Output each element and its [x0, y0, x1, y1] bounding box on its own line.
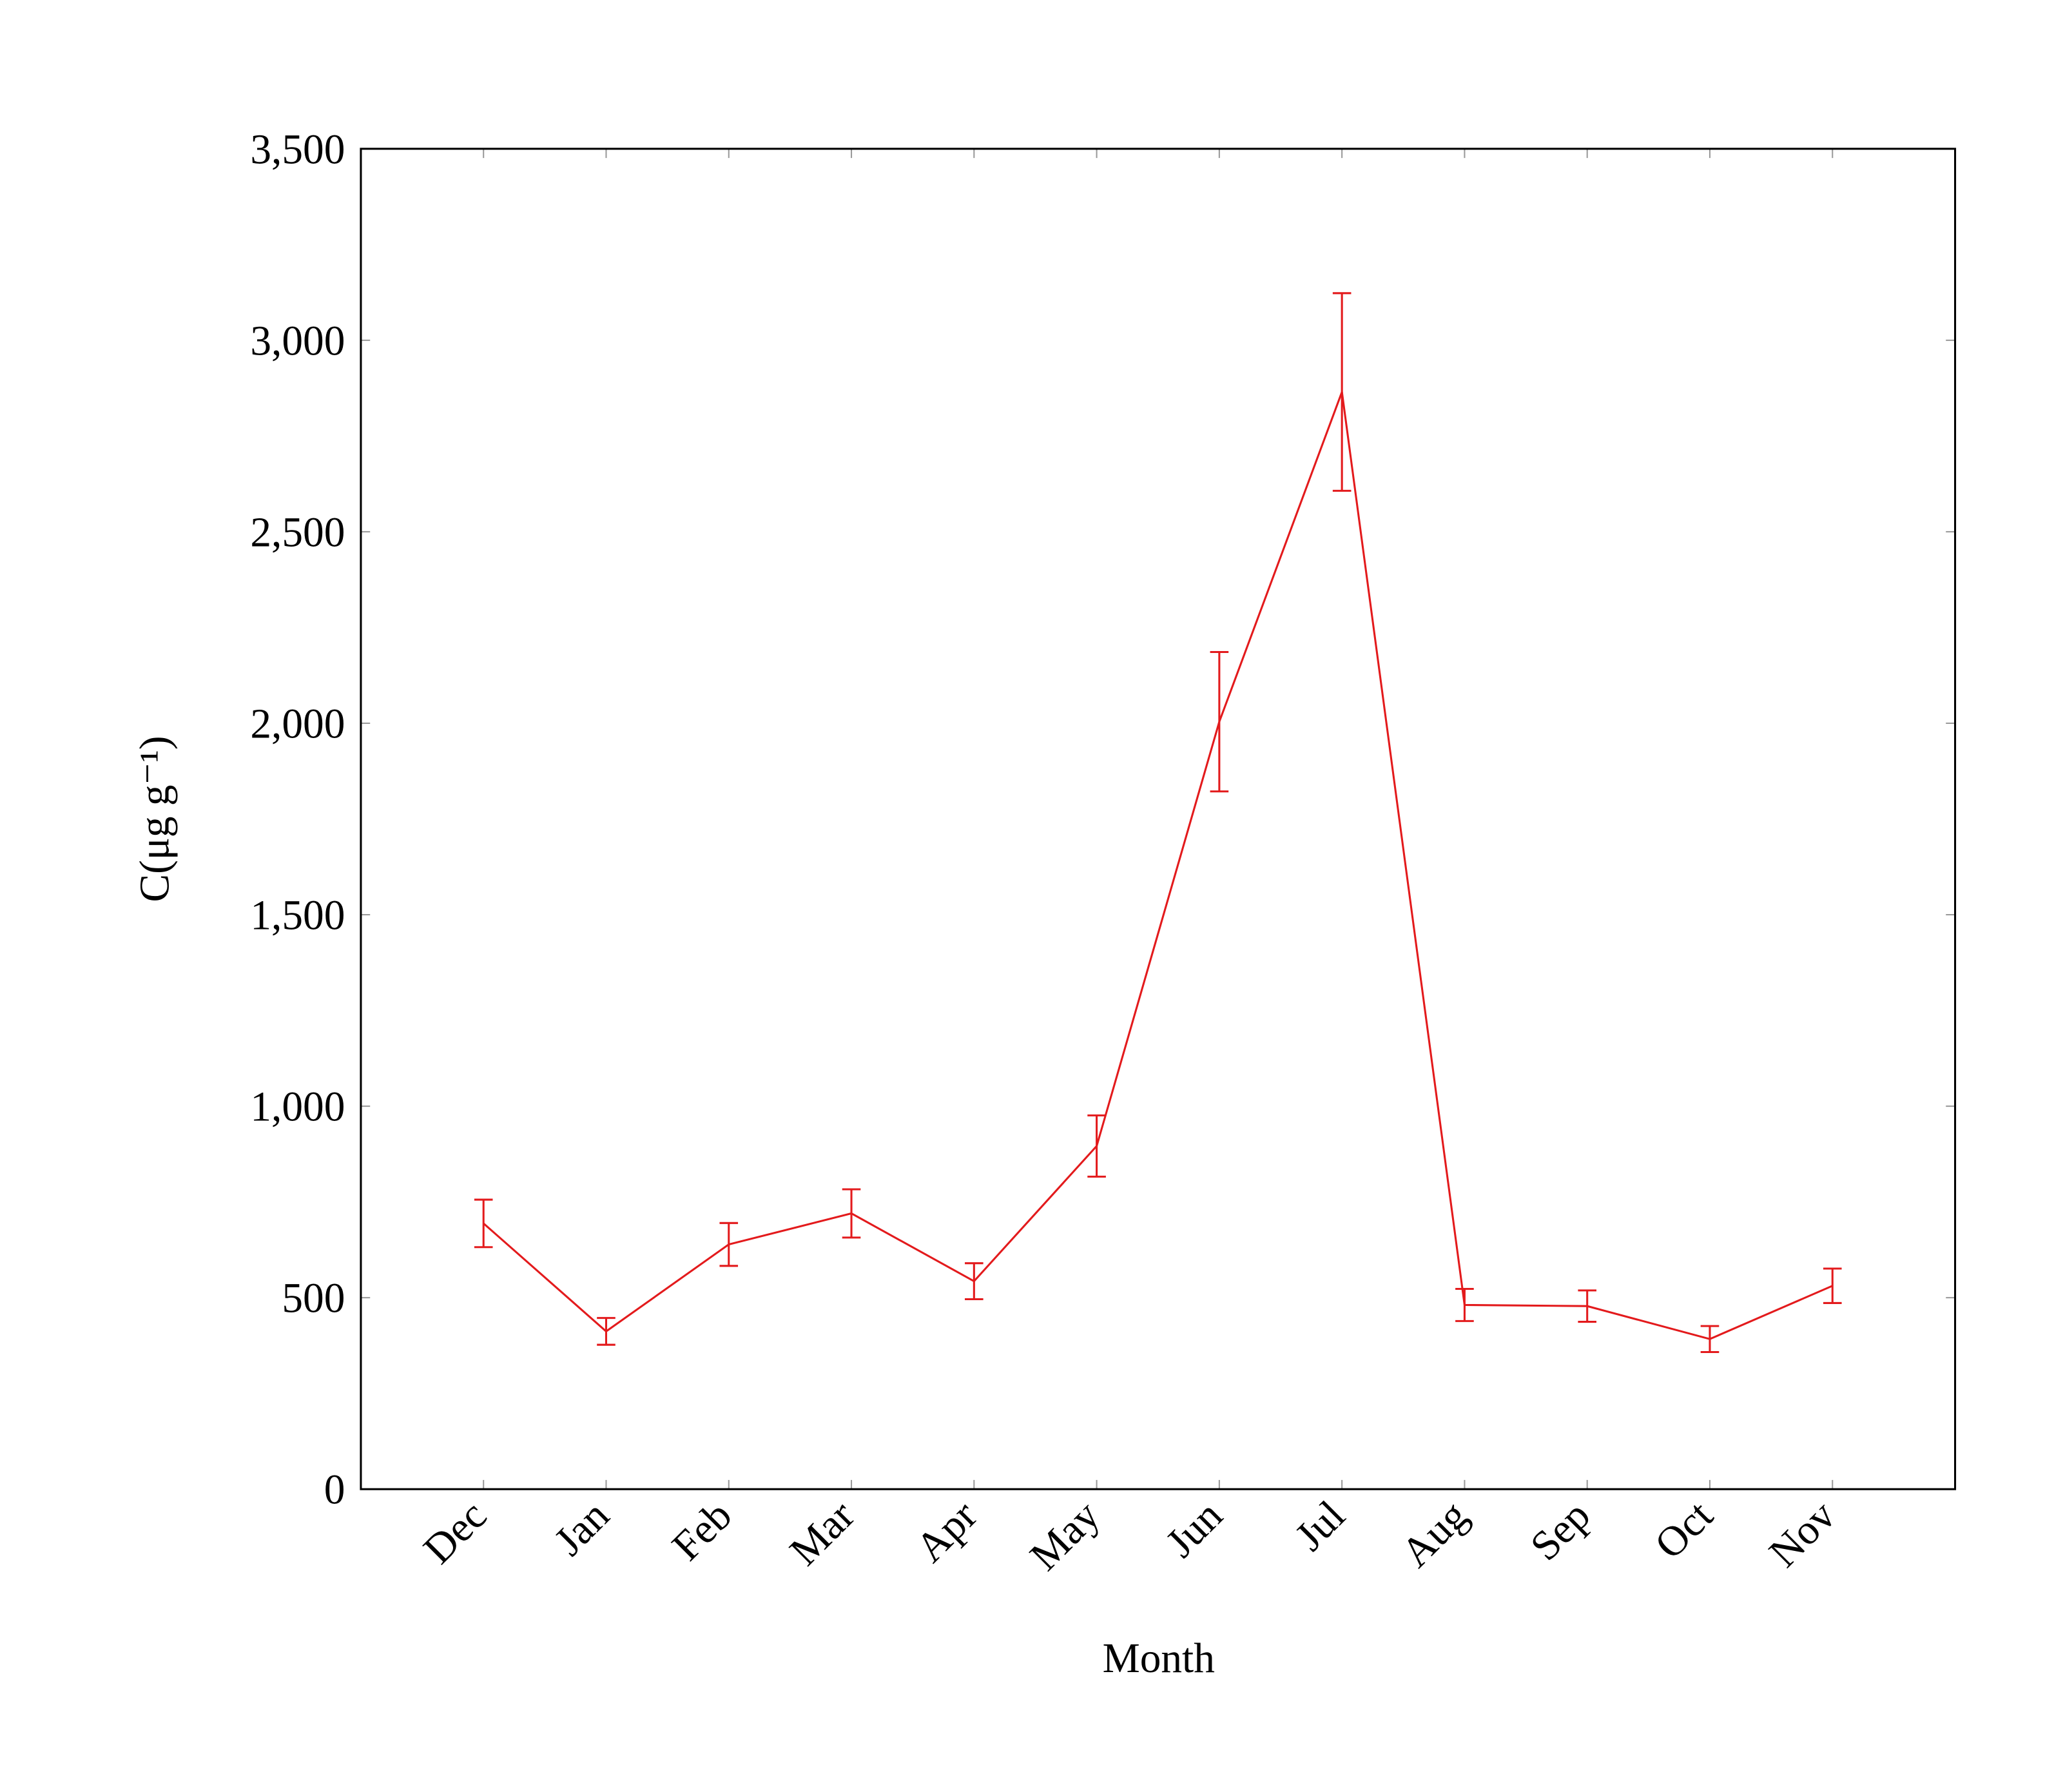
error-bar [1087, 1114, 1106, 1178]
y-tick-label: 0 [324, 1467, 345, 1514]
error-bar [1332, 292, 1352, 492]
line [483, 391, 1833, 1340]
x-tick-label: Nov [1761, 1492, 1845, 1577]
x-tick-label: Apr [907, 1492, 986, 1572]
x-tick-label: Dec [415, 1492, 496, 1573]
x-tick-label: Aug [1393, 1492, 1477, 1577]
error-bar [1578, 1289, 1597, 1323]
error-bar [1455, 1287, 1474, 1322]
x-tick-label: Oct [1646, 1492, 1722, 1568]
x-tick-label: Mar [781, 1492, 864, 1575]
x-tick-label: Sep [1522, 1492, 1599, 1570]
y-tick-label: 2,500 [250, 509, 345, 556]
y-tick-label: 1,500 [250, 893, 345, 939]
y-tick-label: 1,000 [250, 1084, 345, 1131]
y-tick-label: 500 [282, 1276, 345, 1322]
error-bar [474, 1198, 493, 1249]
plot-frame [360, 148, 1957, 1490]
x-tick-label: Feb [663, 1492, 741, 1570]
error-bar [965, 1262, 983, 1301]
x-tick-label: Jul [1286, 1492, 1354, 1560]
error-bar [842, 1188, 861, 1239]
x-axis-label: Month [1103, 1635, 1215, 1682]
y-tick-label: 2,000 [250, 701, 345, 747]
y-axis-label: C(μg g⁻¹) [132, 736, 179, 902]
x-tick-label: Jan [546, 1492, 619, 1565]
x-tick-label: May [1022, 1492, 1109, 1580]
x-tick-label: Jun [1158, 1492, 1232, 1566]
y-tick-label: 3,500 [250, 126, 345, 173]
y-tick-label: 3,000 [250, 318, 345, 364]
error-bar [719, 1222, 739, 1267]
error-bar [597, 1317, 615, 1346]
error-bar [1823, 1267, 1842, 1304]
error-bar [1210, 650, 1229, 793]
error-bar [1700, 1325, 1720, 1354]
